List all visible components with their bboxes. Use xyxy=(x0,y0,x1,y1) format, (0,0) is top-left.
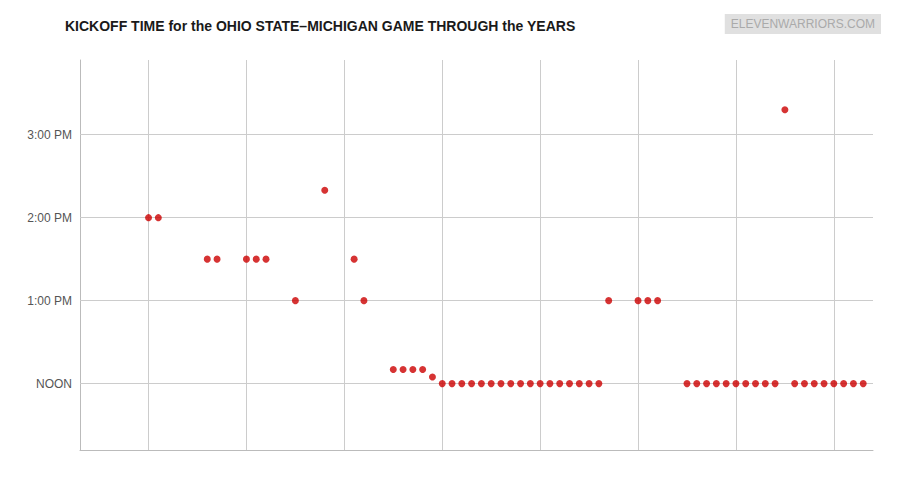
svg-text:2:00 PM: 2:00 PM xyxy=(27,211,72,225)
svg-text:3:00 PM: 3:00 PM xyxy=(27,128,72,142)
svg-text:ELEVENWARRIORS.COM: ELEVENWARRIORS.COM xyxy=(731,17,875,31)
svg-text:1:00 PM: 1:00 PM xyxy=(27,294,72,308)
svg-text:KICKOFF TIME for the OHIO STAT: KICKOFF TIME for the OHIO STATE–MICHIGAN… xyxy=(65,18,575,34)
svg-text:NOON: NOON xyxy=(36,377,72,391)
